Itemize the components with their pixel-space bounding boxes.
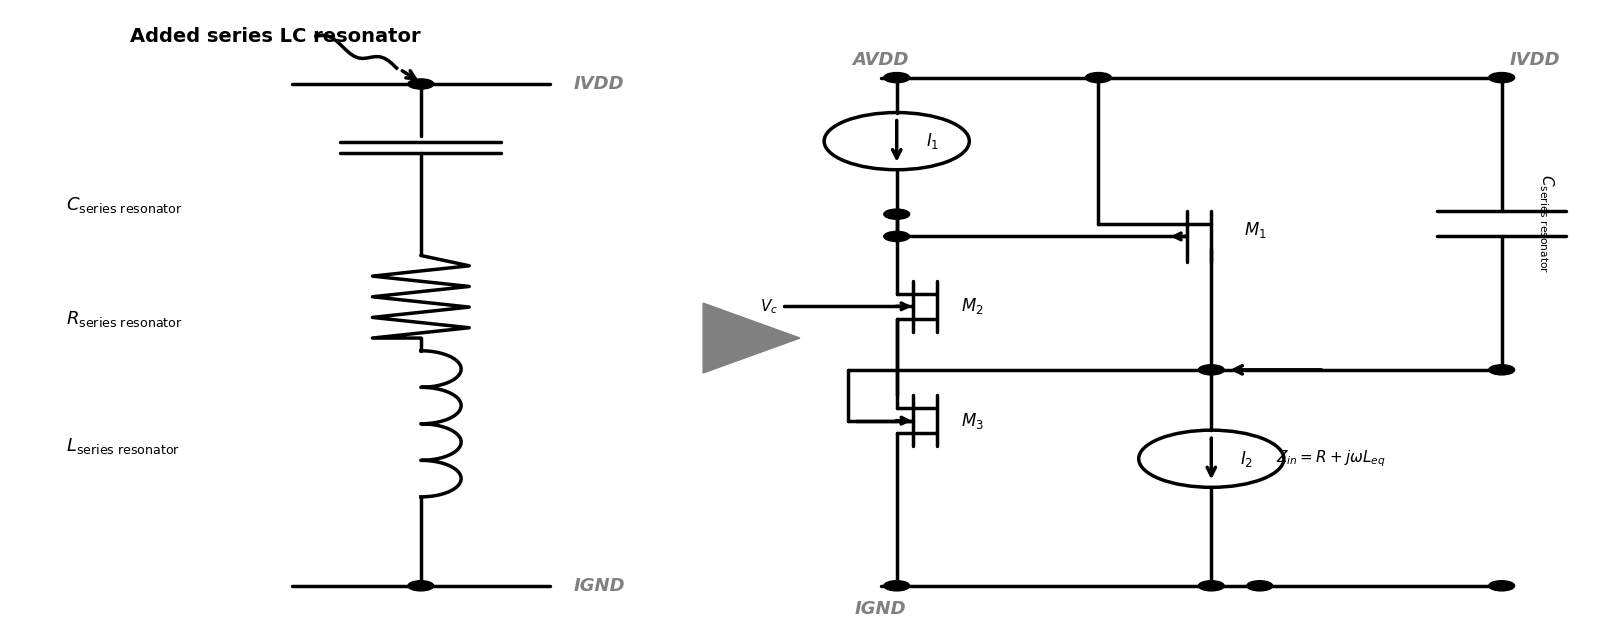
- Text: $L_{\mathrm{series\ resonator}}$: $L_{\mathrm{series\ resonator}}$: [66, 436, 179, 456]
- Text: $C_{\mathrm{series\ resonator}}$: $C_{\mathrm{series\ resonator}}$: [66, 195, 183, 214]
- Text: $C_{\mathrm{series\ resonator}}$: $C_{\mathrm{series\ resonator}}$: [1537, 174, 1556, 273]
- Circle shape: [884, 209, 910, 219]
- Text: IVDD: IVDD: [1509, 51, 1561, 69]
- Circle shape: [1199, 581, 1225, 591]
- Circle shape: [1488, 581, 1514, 591]
- Circle shape: [1086, 73, 1112, 83]
- Text: $R_{\mathrm{series\ resonator}}$: $R_{\mathrm{series\ resonator}}$: [66, 309, 183, 329]
- Circle shape: [884, 73, 910, 83]
- Text: $I_1$: $I_1$: [926, 131, 939, 151]
- Text: IGND: IGND: [574, 577, 625, 595]
- Circle shape: [1488, 365, 1514, 375]
- Circle shape: [407, 581, 433, 591]
- Circle shape: [1248, 581, 1273, 591]
- Text: AVDD: AVDD: [852, 51, 908, 69]
- Polygon shape: [703, 303, 800, 373]
- Circle shape: [884, 581, 910, 591]
- Circle shape: [884, 232, 910, 242]
- Text: Added series LC resonator: Added series LC resonator: [131, 27, 422, 46]
- Text: IVDD: IVDD: [574, 75, 625, 93]
- Text: $Z_{in}=R+j\omega L_{eq}$: $Z_{in}=R+j\omega L_{eq}$: [1277, 449, 1385, 469]
- Text: $M_3$: $M_3$: [962, 411, 984, 431]
- Circle shape: [1199, 365, 1225, 375]
- Circle shape: [1488, 73, 1514, 83]
- Text: $I_2$: $I_2$: [1241, 449, 1254, 469]
- Circle shape: [407, 79, 433, 89]
- Text: $V_c$: $V_c$: [760, 297, 777, 316]
- Text: IGND: IGND: [855, 600, 907, 618]
- Text: $M_2$: $M_2$: [962, 296, 984, 316]
- Text: $M_1$: $M_1$: [1244, 220, 1267, 240]
